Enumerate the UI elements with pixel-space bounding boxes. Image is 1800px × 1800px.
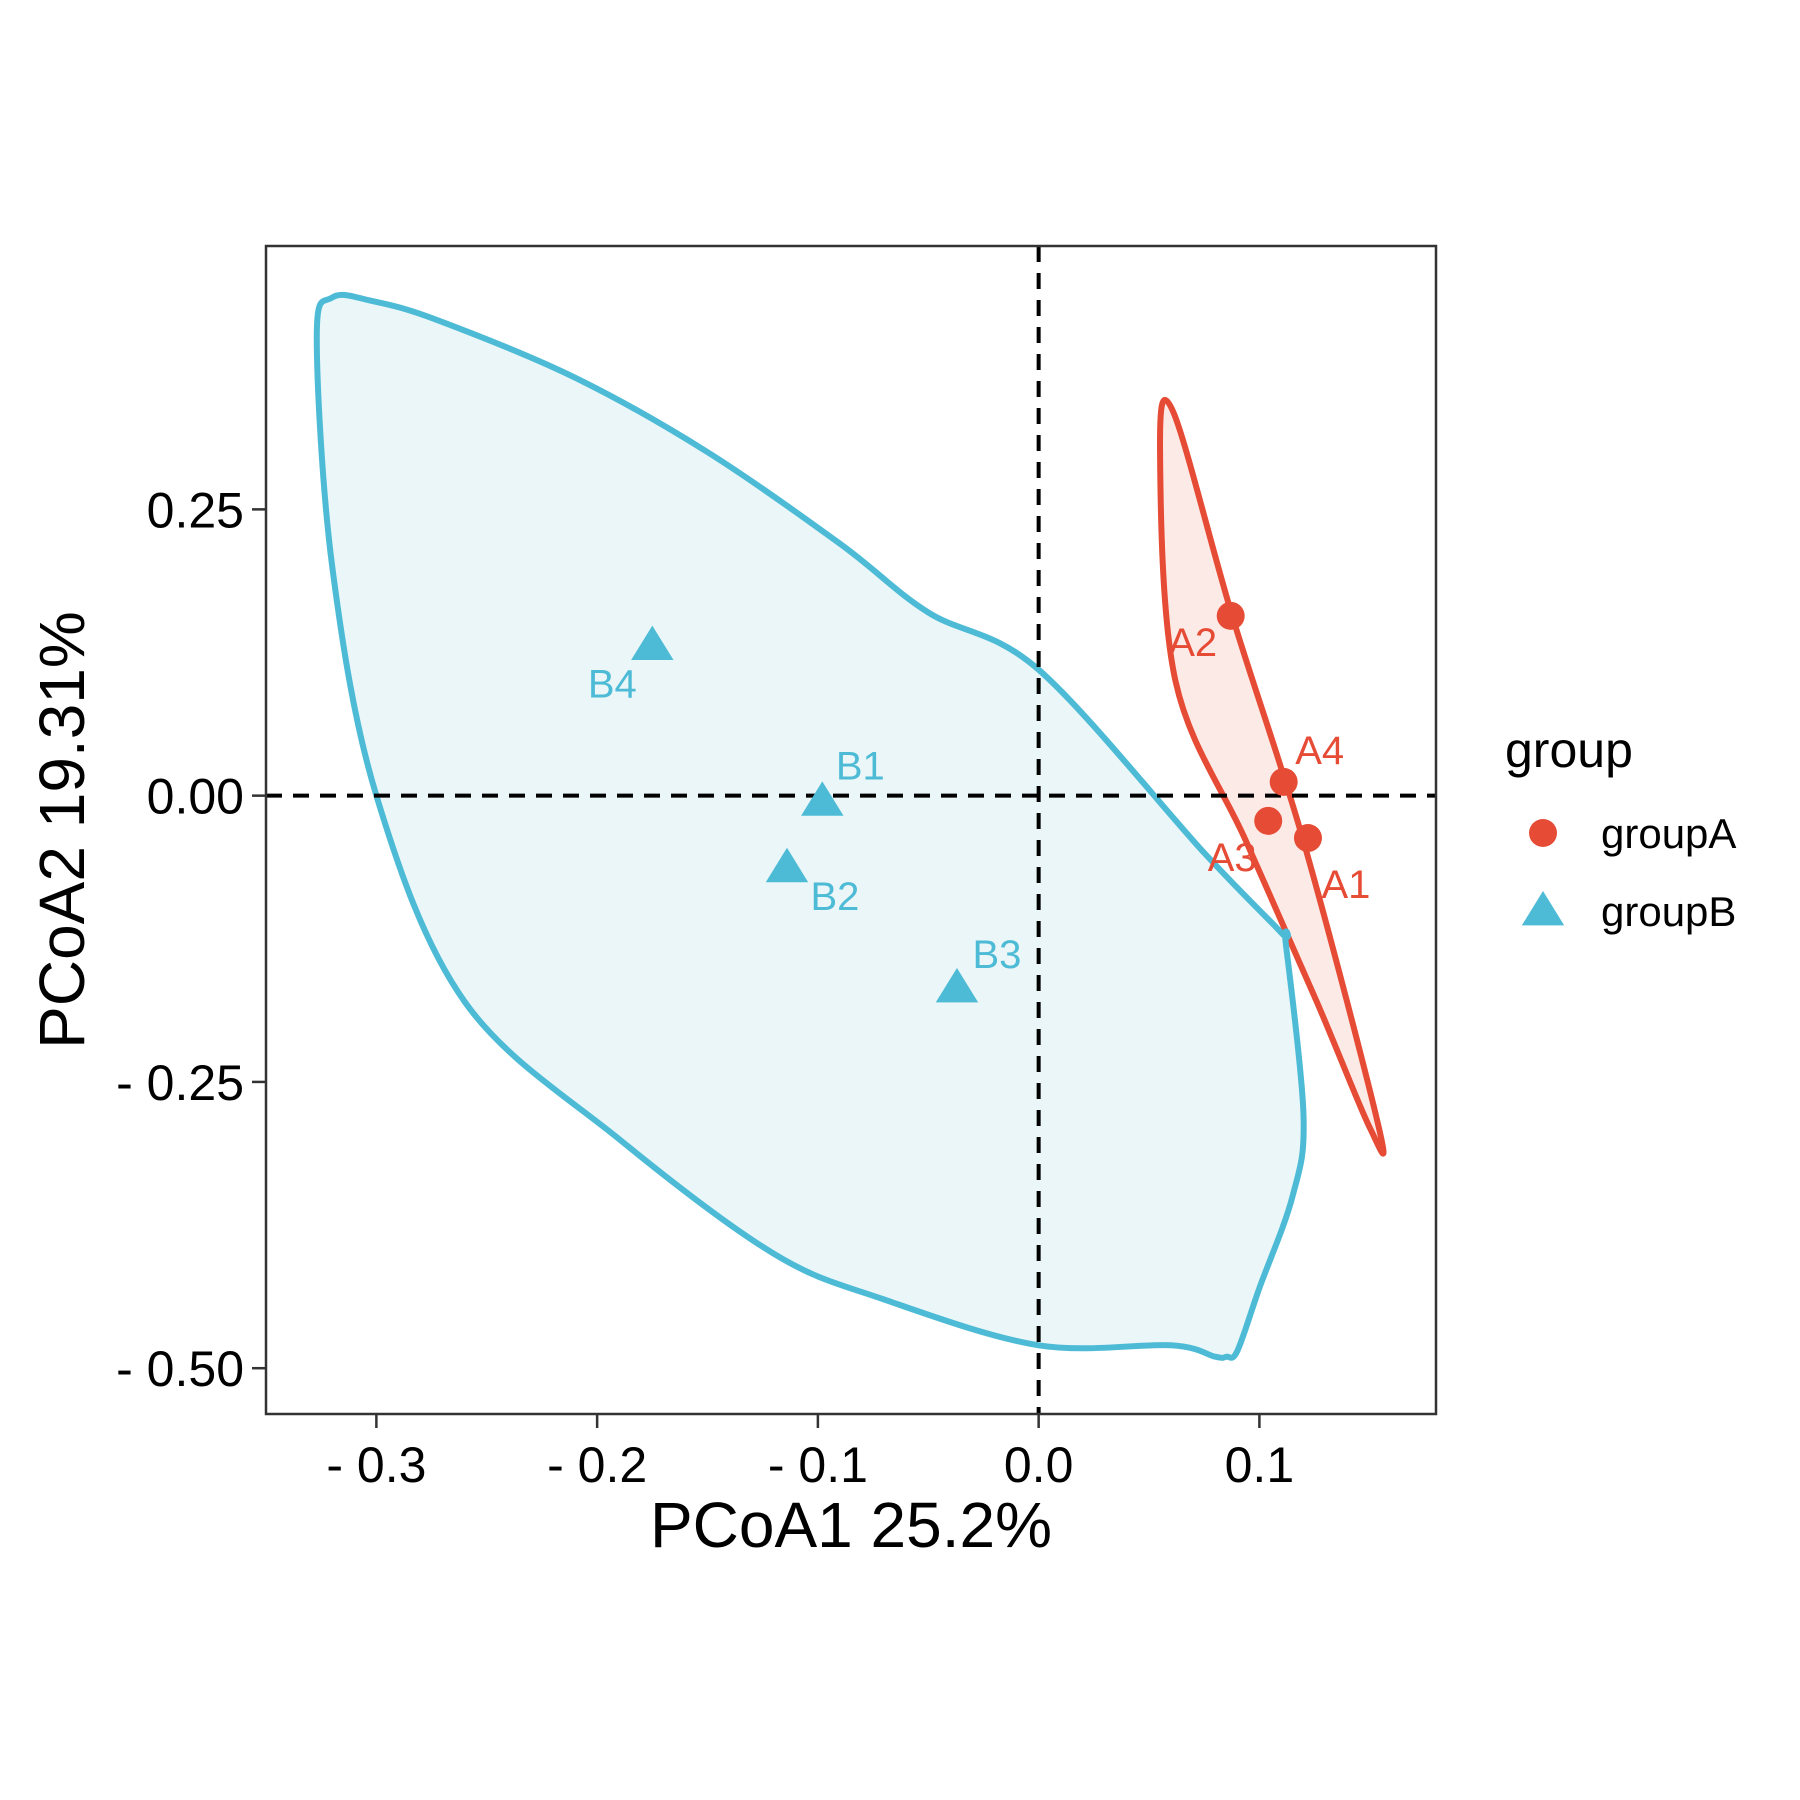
- x-tick-label: - 0.1: [768, 1437, 868, 1493]
- point-A2: [1216, 601, 1245, 630]
- point-B3: [935, 968, 979, 1003]
- x-tick-label: 0.1: [1225, 1437, 1295, 1493]
- point-label-B3: B3: [972, 933, 1021, 977]
- point-label-B2: B2: [811, 875, 860, 919]
- legend-title: group: [1505, 722, 1633, 778]
- point-label-B1: B1: [836, 744, 885, 788]
- point-label-A2: A2: [1168, 621, 1217, 665]
- point-A4: [1269, 767, 1298, 796]
- legend-key-groupA: [1529, 819, 1557, 847]
- y-axis-title: PCoA2 19.31%: [26, 611, 98, 1049]
- y-tick-label: 0.00: [147, 769, 244, 825]
- point-A3: [1254, 806, 1283, 835]
- legend-label-groupB: groupB: [1601, 888, 1736, 935]
- plot-panel-border: [264, 244, 1438, 1416]
- legend-key-groupB: [1521, 891, 1565, 926]
- y-tick-label: 0.25: [147, 482, 244, 538]
- y-axis: 0.25 0.00 - 0.25 - 0.50: [116, 482, 266, 1397]
- point-B4: [631, 625, 674, 661]
- point-A1: [1293, 824, 1322, 853]
- ellipse-groupB: [313, 291, 1307, 1361]
- x-tick-label: - 0.2: [547, 1437, 647, 1493]
- x-axis-title: PCoA1 25.2%: [650, 1489, 1052, 1561]
- point-label-B4: B4: [588, 663, 637, 707]
- point-label-A3: A3: [1208, 836, 1257, 880]
- x-tick-label: 0.0: [1004, 1437, 1074, 1493]
- point-label-A1: A1: [1321, 863, 1370, 907]
- point-B1: [801, 781, 844, 816]
- x-tick-label: - 0.3: [326, 1437, 426, 1493]
- point-B2: [765, 847, 809, 883]
- legend: group groupA groupB: [1505, 722, 1736, 935]
- y-tick-label: - 0.25: [116, 1055, 244, 1111]
- x-axis: - 0.3 - 0.2 - 0.1 0.0 0.1: [326, 1414, 1294, 1493]
- y-tick-label: - 0.50: [116, 1341, 244, 1397]
- point-labels: A1 A2 A3 A4 B1 B2 B3 B4: [588, 621, 1371, 977]
- data-points: [631, 601, 1322, 1003]
- point-label-A4: A4: [1295, 729, 1344, 773]
- legend-label-groupA: groupA: [1601, 810, 1736, 857]
- reference-lines: [266, 246, 1436, 1414]
